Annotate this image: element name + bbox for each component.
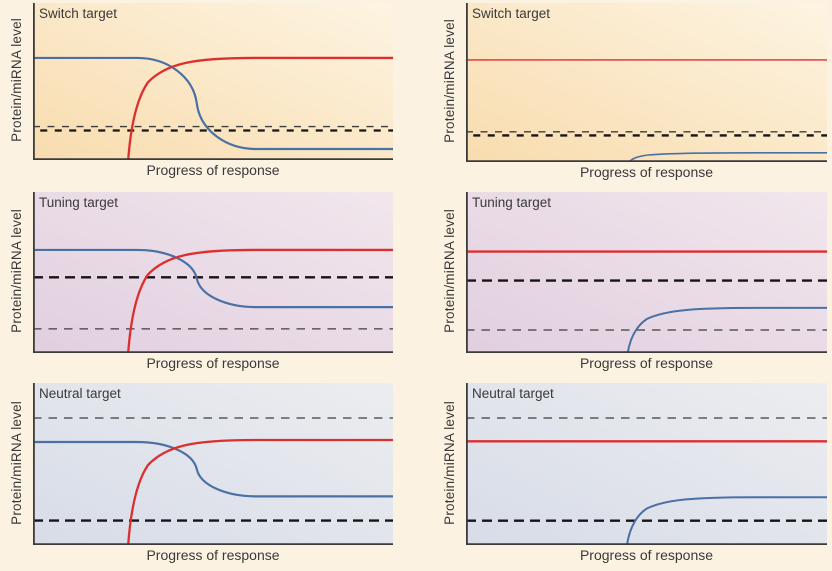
panel-title: Switch target: [39, 6, 118, 21]
panel-tuning-left: Protein/miRNA level Tuning target Progre…: [0, 189, 406, 376]
y-axis-gutter: Protein/miRNA level: [433, 380, 466, 545]
axis-lines: [33, 192, 393, 353]
panel-title: Tuning target: [39, 195, 119, 210]
x-axis-label: Progress of response: [146, 547, 280, 563]
blue-curve: [625, 496, 827, 545]
axis-lines: [466, 3, 827, 162]
y-axis-gutter: Protein/miRNA level: [433, 189, 466, 353]
panel-title: Neutral target: [39, 386, 121, 401]
plot-svg: [466, 3, 827, 162]
y-axis-gutter: Protein/miRNA level: [433, 0, 466, 162]
y-axis-gutter: Protein/miRNA level: [0, 0, 33, 160]
red-curve: [127, 56, 393, 160]
plot-svg: [33, 3, 393, 160]
y-axis-gutter: Protein/miRNA level: [0, 380, 33, 545]
panel-title: Neutral target: [472, 386, 554, 401]
x-axis-label: Progress of response: [146, 162, 280, 178]
y-axis-label: Protein/miRNA level: [442, 400, 457, 525]
axis-lines: [33, 3, 393, 160]
plot-svg: [33, 383, 393, 545]
axis-lines: [466, 192, 827, 353]
plot-svg: [466, 192, 827, 353]
x-axis-label: Progress of response: [579, 547, 714, 563]
plot-svg: [466, 383, 827, 545]
y-axis-label: Protein/miRNA level: [9, 400, 24, 525]
blue-curve: [628, 151, 827, 162]
axis-lines: [466, 383, 827, 545]
panel-title: Switch target: [472, 6, 551, 21]
panel-neutral-right: Protein/miRNA level Neutral target Progr…: [433, 380, 832, 571]
red-curve: [127, 438, 393, 545]
panel-title: Tuning target: [472, 195, 552, 210]
x-axis-label: Progress of response: [146, 355, 280, 371]
x-axis-label: Progress of response: [579, 355, 714, 371]
blue-curve: [33, 440, 393, 498]
panel-tuning-right: Protein/miRNA level Tuning target Progre…: [433, 189, 832, 376]
y-axis-label: Protein/miRNA level: [9, 18, 24, 142]
red-curve: [127, 248, 393, 353]
y-axis-label: Protein/miRNA level: [442, 19, 457, 143]
blue-curve: [626, 306, 827, 353]
panel-switch-right: Protein/miRNA level Switch target Progre…: [433, 0, 832, 185]
plot-svg: [33, 192, 393, 353]
x-axis-label: Progress of response: [579, 164, 714, 180]
blue-curve: [33, 56, 393, 151]
y-axis-label: Protein/miRNA level: [442, 209, 457, 333]
y-axis-label: Protein/miRNA level: [9, 209, 24, 333]
blue-curve: [33, 248, 393, 309]
panel-switch-left: Protein/miRNA level Switch target Progre…: [0, 0, 406, 185]
axis-lines: [33, 383, 393, 545]
panel-neutral-left: Protein/miRNA level Neutral target Progr…: [0, 380, 406, 571]
y-axis-gutter: Protein/miRNA level: [0, 189, 33, 353]
